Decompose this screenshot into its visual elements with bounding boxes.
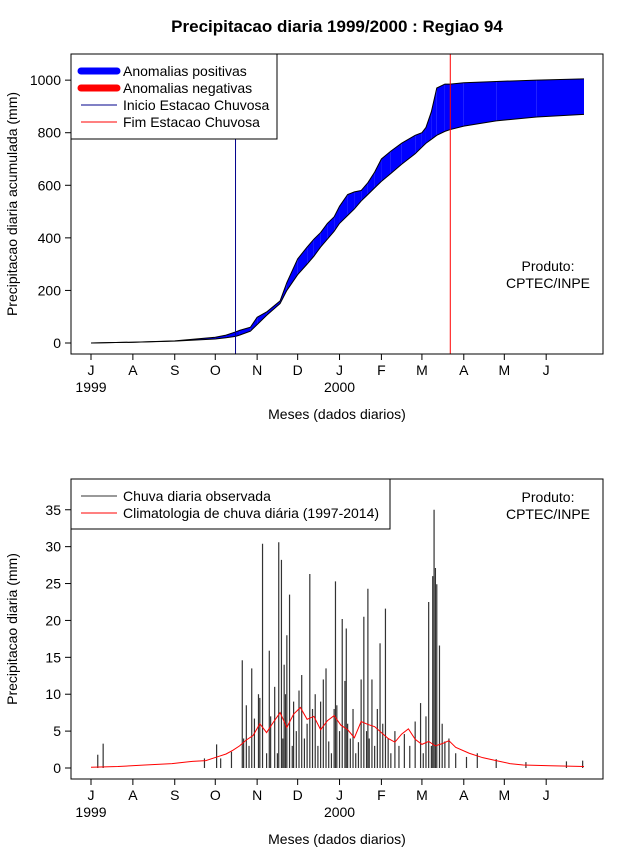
- x-tick-label: D: [293, 787, 303, 803]
- positive-anomaly-segment: [444, 84, 451, 132]
- legend-label: Fim Estacao Chuvosa: [123, 114, 260, 130]
- y-tick-label: 600: [38, 177, 62, 193]
- positive-anomaly-segment: [425, 111, 432, 144]
- positive-anomaly-segment: [450, 82, 464, 130]
- positive-anomaly-segment: [496, 80, 537, 121]
- positive-anomaly-segment: [354, 190, 362, 209]
- positive-anomaly-segment: [390, 143, 402, 174]
- legend-label: Climatologia de chuva diária (1997-2014): [123, 505, 379, 521]
- positive-anomaly-segment: [436, 84, 445, 136]
- chart-title: Precipitacao diaria 1999/2000 : Regiao 9…: [171, 17, 503, 36]
- y-tick-label: 1000: [30, 72, 61, 88]
- positive-anomaly-segment: [401, 135, 416, 165]
- annotation-line-2: CPTEC/INPE: [506, 506, 590, 522]
- plot-frame: [70, 53, 604, 355]
- positive-anomaly-segment: [421, 127, 426, 148]
- positive-anomaly-segment: [313, 232, 321, 257]
- x-tick-label: S: [170, 362, 179, 378]
- y-tick-label: 35: [45, 502, 61, 518]
- positive-anomaly-segment: [239, 327, 251, 336]
- observed-cumulative-line: [90, 78, 585, 344]
- x-tick-label: O: [210, 787, 221, 803]
- y-axis: 0 5 10 15 20 25 30 35: [45, 502, 71, 776]
- positive-anomaly-segment: [347, 191, 355, 216]
- x-tick-label: A: [128, 787, 138, 803]
- year-label: 2000: [324, 379, 355, 395]
- y-tick-label: 20: [45, 612, 61, 628]
- year-label: 2000: [324, 804, 355, 820]
- x-tick-label: M: [498, 362, 510, 378]
- positive-anomaly-segment: [536, 78, 584, 117]
- climatology-cumulative-line: [90, 113, 585, 344]
- positive-anomaly-segment: [297, 247, 308, 275]
- y-axis-label: Precipitacao diaria (mm): [4, 553, 20, 705]
- anomaly-areas: [90, 78, 585, 344]
- annotation-line-2: CPTEC/INPE: [506, 275, 590, 291]
- x-tick-label: M: [498, 787, 510, 803]
- x-tick-label: M: [416, 362, 428, 378]
- x-tick-label: S: [170, 787, 179, 803]
- x-tick-label: N: [252, 362, 262, 378]
- annotation-line-1: Produto:: [522, 258, 575, 274]
- x-tick-label: M: [416, 787, 428, 803]
- x-tick-label: D: [293, 362, 303, 378]
- climatology-line: [90, 706, 585, 768]
- legend: Anomalias positivas Anomalias negativas …: [70, 53, 278, 140]
- legend-box: [70, 478, 391, 530]
- positive-anomaly-segment: [374, 159, 382, 188]
- positive-anomaly-segment: [339, 194, 348, 224]
- y-tick-label: 10: [45, 686, 61, 702]
- x-tick-label: F: [377, 787, 386, 803]
- positive-anomaly-segment: [381, 151, 391, 182]
- positive-anomaly-segment: [286, 258, 298, 291]
- positive-anomaly-segment: [431, 88, 437, 140]
- y-tick-label: 400: [38, 230, 62, 246]
- positive-anomaly-segment: [463, 81, 497, 127]
- legend-label: Chuva diaria observada: [123, 488, 271, 504]
- y-tick-label: 25: [45, 576, 61, 592]
- x-axis-label: Meses (dados diarios): [268, 831, 406, 847]
- legend-label: Anomalias positivas: [123, 63, 247, 79]
- annotation-line-1: Produto:: [522, 489, 575, 505]
- year-label: 1999: [75, 379, 106, 395]
- x-tick-label: J: [336, 362, 343, 378]
- y-tick-label: 800: [38, 125, 62, 141]
- positive-anomaly-segment: [361, 182, 368, 202]
- x-tick-label: J: [543, 787, 550, 803]
- x-tick-label: J: [336, 787, 343, 803]
- x-axis-label: Meses (dados diarios): [268, 406, 406, 422]
- x-tick-label: J: [88, 787, 95, 803]
- legend-label: Anomalias negativas: [123, 80, 252, 96]
- positive-anomaly-segment: [257, 311, 267, 325]
- y-tick-label: 15: [45, 649, 61, 665]
- observed-bars: [97, 509, 584, 768]
- legend-label: Inicio Estacao Chuvosa: [123, 97, 270, 113]
- y-tick-label: 0: [53, 760, 61, 776]
- climatology-series: [90, 706, 585, 768]
- x-tick-label: A: [459, 787, 469, 803]
- x-tick-label: A: [459, 362, 469, 378]
- y-tick-label: 0: [53, 335, 61, 351]
- x-tick-label: J: [543, 362, 550, 378]
- y-tick-label: 5: [53, 723, 61, 739]
- x-tick-label: O: [210, 362, 221, 378]
- y-tick-label: 30: [45, 539, 61, 555]
- y-axis-label: Precipitacao diaria acumulada (mm): [4, 92, 20, 316]
- positive-anomaly-segment: [320, 223, 328, 248]
- x-tick-label: A: [128, 362, 138, 378]
- positive-anomaly-segment: [250, 317, 258, 332]
- year-label: 1999: [75, 804, 106, 820]
- x-tick-label: N: [252, 787, 262, 803]
- x-tick-label: F: [377, 362, 386, 378]
- x-tick-label: J: [88, 362, 95, 378]
- y-axis: 0 200 400 600 800 1000: [30, 72, 71, 351]
- legend: Chuva diaria observada Climatologia de c…: [70, 478, 391, 530]
- y-tick-label: 200: [38, 282, 62, 298]
